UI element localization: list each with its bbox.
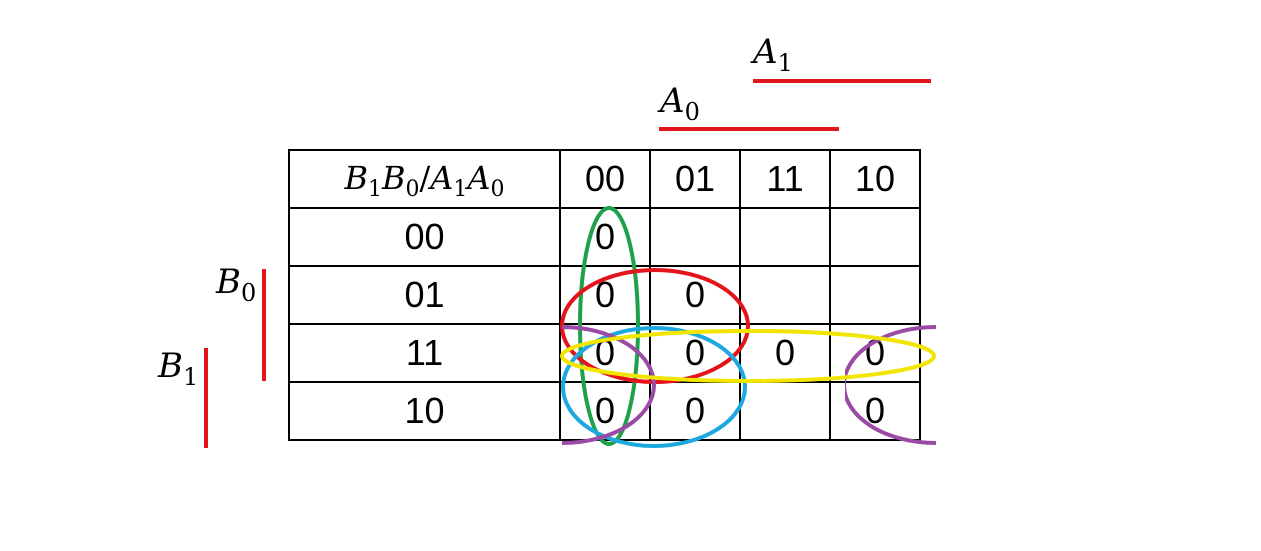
b1-range-bar	[204, 348, 208, 448]
kmap-cell: 0	[829, 381, 921, 441]
col-header: 00	[559, 149, 651, 209]
label-b1: B1	[158, 349, 198, 389]
kmap-cell: 0	[739, 323, 831, 383]
kmap-row: 10 0 0 0	[288, 381, 921, 441]
label-b0-var: B	[216, 262, 241, 302]
header-row: B1B0/A1A0 00 01 11 10	[288, 149, 921, 209]
kmap-row: 01 0 0	[288, 265, 921, 325]
row-header: 01	[288, 265, 561, 325]
col-header: 11	[739, 149, 831, 209]
label-b1-var: B	[158, 346, 183, 386]
corner-slash: /	[419, 159, 431, 197]
kmap-cell	[649, 207, 741, 267]
label-a1-sub: 1	[777, 49, 793, 77]
kmap-cell: 0	[649, 323, 741, 383]
label-b1-sub: 1	[183, 363, 199, 391]
kmap-cell: 0	[559, 323, 651, 383]
kmap-cell	[739, 265, 831, 325]
label-a0: A0	[660, 84, 700, 124]
label-a1-var: A	[753, 32, 778, 72]
label-b0: B0	[216, 265, 256, 305]
row-header: 00	[288, 207, 561, 267]
corner-a1: A	[430, 159, 454, 197]
corner-b1: B	[344, 159, 368, 197]
karnaugh-map-table: B1B0/A1A0 00 01 11 10 00 0 01 0 0 11 0 0…	[288, 149, 921, 441]
kmap-cell: 0	[559, 381, 651, 441]
corner-a1-sub: 1	[453, 177, 468, 202]
col-header: 01	[649, 149, 741, 209]
corner-label: B1B0/A1A0	[344, 159, 504, 202]
kmap-cell	[739, 207, 831, 267]
row-header: 11	[288, 323, 561, 383]
kmap-cell	[829, 207, 921, 267]
kmap-cell: 0	[649, 381, 741, 441]
a0-range-bar	[659, 127, 839, 131]
label-a0-sub: 0	[684, 98, 700, 126]
a1-range-bar	[753, 79, 931, 83]
kmap-cell: 0	[649, 265, 741, 325]
kmap-row: 00 0	[288, 207, 921, 267]
corner-cell: B1B0/A1A0	[288, 149, 561, 209]
kmap-cell: 0	[829, 323, 921, 383]
row-header: 10	[288, 381, 561, 441]
corner-a0-sub: 0	[490, 177, 505, 202]
label-a0-var: A	[660, 81, 685, 121]
label-a1: A1	[753, 35, 793, 75]
kmap-cell: 0	[559, 207, 651, 267]
corner-a0: A	[467, 159, 491, 197]
b0-range-bar	[262, 269, 266, 381]
col-header: 10	[829, 149, 921, 209]
corner-b0-sub: 0	[405, 177, 420, 202]
kmap-cell	[829, 265, 921, 325]
kmap-cell	[739, 381, 831, 441]
label-b0-sub: 0	[241, 279, 257, 307]
corner-b1-sub: 1	[368, 177, 382, 202]
kmap-row: 11 0 0 0 0	[288, 323, 921, 383]
corner-b0: B	[382, 159, 406, 197]
kmap-cell: 0	[559, 265, 651, 325]
